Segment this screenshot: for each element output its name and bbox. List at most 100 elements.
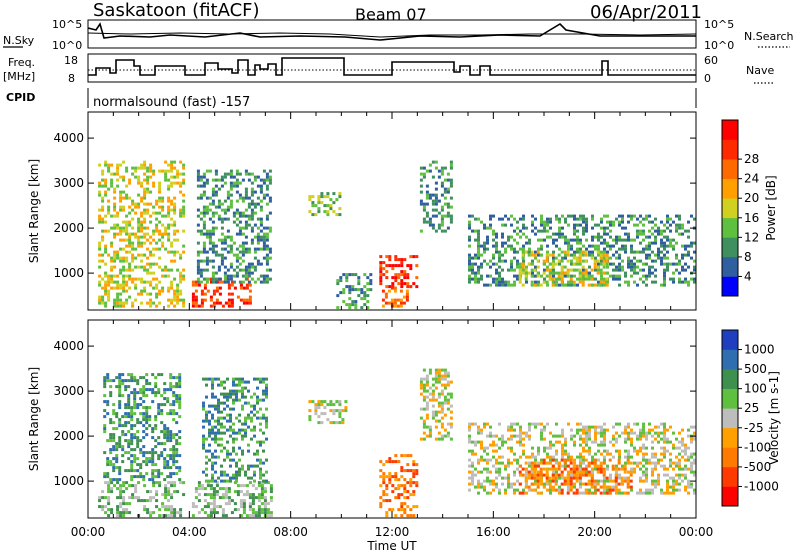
echo-cell [103,379,107,383]
echo-cell [161,199,165,203]
echo-cell [244,268,248,272]
echo-cell [119,490,123,494]
echo-cell [605,253,609,257]
echo-cell [109,421,113,425]
echo-cell [391,490,395,494]
echo-cell [446,371,450,375]
echo-cell [163,478,167,482]
echo-cell [642,217,645,221]
echo-cell [154,445,158,449]
echo-cell [194,496,198,500]
echo-cell [169,373,173,377]
echo-cell [265,226,269,230]
freq-label: Freq. [8,56,35,69]
x-tick-label: 00:00 [679,525,714,539]
echo-cell [254,496,258,500]
echo-cell [585,431,588,435]
echo-cell [379,496,383,500]
echo-cell [572,280,576,284]
echo-cell [206,505,210,509]
echo-cell [558,485,561,489]
echo-cell [391,460,395,464]
echo-cell [118,376,122,380]
echo-cell [202,211,206,215]
echo-cell [630,440,633,444]
echo-cell [369,288,373,292]
echo-cell [247,425,250,429]
echo-cell [501,253,504,257]
echo-cell [175,454,179,458]
echo-cell [627,265,630,269]
echo-cell [471,464,474,468]
echo-cell [158,481,162,485]
echo-cell [672,280,675,284]
echo-cell [110,178,114,182]
echo-cell [666,268,669,272]
echo-cell [530,280,534,284]
echo-cell [262,392,265,396]
echo-cell [690,464,693,468]
echo-cell [199,193,203,197]
echo-cell [137,241,141,245]
echo-cell [573,473,576,477]
echo-cell [474,238,477,242]
echo-cell [555,440,558,444]
echo-cell [167,493,171,497]
echo-cell [446,401,450,405]
echo-cell [606,220,609,224]
power-echo-layer [98,160,696,310]
echo-cell [122,190,126,194]
echo-cell [149,304,153,308]
echo-cell [551,464,555,468]
echo-cell [229,172,233,176]
echo-cell [179,184,183,188]
echo-cell [229,238,233,242]
echo-cell [596,482,600,486]
echo-cell [498,283,501,287]
echo-cell [136,439,140,443]
colorbar-tick-label: 28 [744,152,759,166]
echo-cell [678,232,681,236]
echo-cell [101,169,105,173]
echo-cell [516,488,519,492]
echo-cell [116,214,120,218]
echo-cell [217,277,221,281]
echo-cell [394,475,398,479]
echo-cell [518,271,522,275]
echo-cell [202,175,206,179]
echo-cell [360,297,364,301]
echo-cell [602,277,606,281]
echo-cell [501,434,504,438]
echo-cell [251,511,255,515]
echo-cell [605,485,609,489]
echo-cell [471,256,474,260]
echo-cell [178,415,182,419]
echo-cell [675,464,678,468]
echo-cell [681,440,684,444]
echo-cell [642,431,645,435]
echo-cell [443,178,447,182]
echo-cell [170,166,174,170]
echo-cell [101,286,105,290]
echo-cell [253,235,257,239]
echo-cell [660,446,663,450]
echo-cell [630,259,633,263]
echo-cell [146,166,150,170]
echo-cell [567,455,570,459]
echo-cell [259,422,262,426]
echo-cell [119,190,123,194]
echo-cell [645,479,648,483]
echo-cell [104,193,108,197]
echo-cell [633,280,636,284]
echo-cell [308,210,312,214]
echo-cell [483,259,486,263]
echo-cell [236,493,240,497]
echo-cell [155,505,159,509]
echo-cell [530,253,534,257]
echo-cell [510,244,513,248]
echo-cell [477,458,480,462]
echo-cell [211,241,215,245]
echo-cell [397,273,401,277]
echo-cell [178,379,182,383]
echo-cell [566,274,570,278]
